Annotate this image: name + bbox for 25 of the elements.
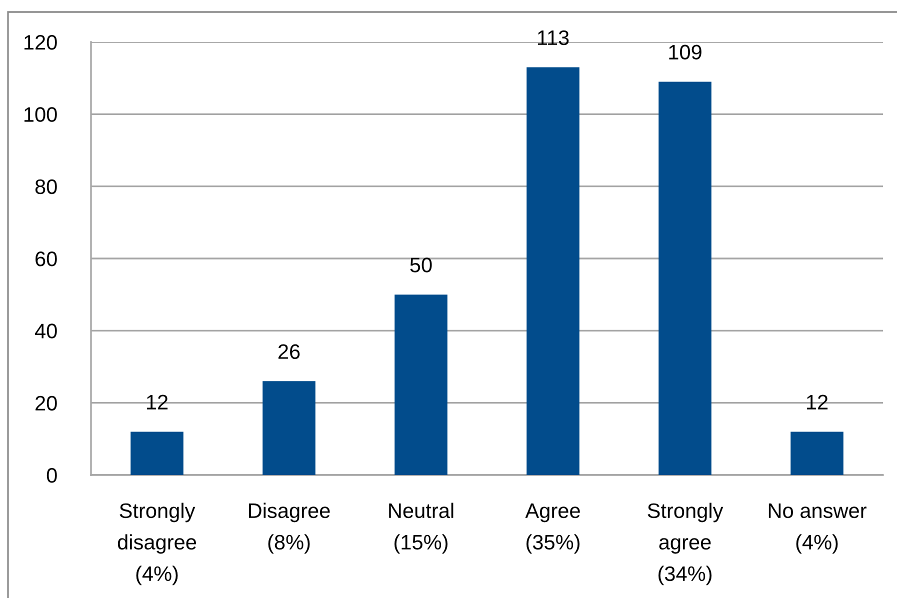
bar	[394, 294, 448, 475]
y-tick-label: 40	[34, 324, 57, 338]
y-tick-label: 0	[46, 468, 57, 483]
y-tick-label: 100	[24, 107, 57, 122]
y-tick-label: 60	[36, 252, 57, 266]
x-tick-label: Disagree (8%)	[249, 502, 330, 554]
data-label: 12	[147, 394, 168, 410]
data-label: 12	[807, 394, 828, 410]
bar	[130, 432, 184, 475]
y-tick-label: 20	[36, 396, 57, 411]
bar	[526, 67, 580, 475]
x-tick-label: No answer (4%)	[768, 504, 866, 554]
data-label: 109	[669, 44, 702, 60]
x-tick-label: Neutral (15%)	[389, 502, 454, 554]
bar	[262, 381, 316, 475]
bar	[790, 432, 844, 475]
data-label: 113	[538, 30, 569, 46]
y-tick-label: 120	[24, 35, 57, 50]
x-tick-label: Strongly disagree (4%)	[118, 502, 196, 586]
data-label: 26	[278, 344, 300, 360]
x-tick-label: Agree (35%)	[525, 504, 580, 554]
x-tick-label: Strongly agree (34%)	[648, 502, 724, 586]
bar	[658, 82, 712, 475]
y-tick-label: 80	[35, 179, 57, 194]
data-label: 50	[410, 258, 432, 272]
